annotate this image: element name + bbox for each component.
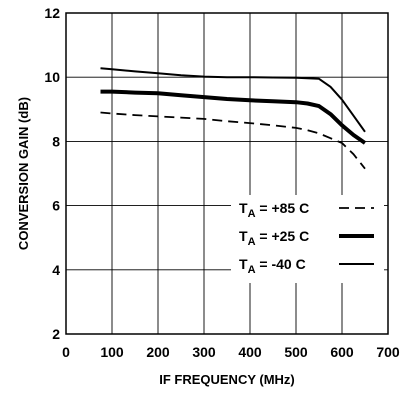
x-tick-label: 300	[192, 344, 216, 360]
legend-entry-label: TA = +85 C	[239, 200, 309, 220]
grid	[66, 13, 388, 334]
series-group	[100, 67, 367, 170]
plot-frame	[65, 12, 389, 335]
series-line-40c	[100, 67, 366, 133]
y-tick-label: 8	[52, 133, 60, 149]
series-line-85c	[100, 111, 366, 170]
legend: TA = +85 C TA = +25 C TA = -40 C	[239, 200, 374, 276]
legend-entry-label: TA = +25 C	[239, 228, 309, 248]
y-axis-label: CONVERSION GAIN (dB)	[16, 97, 31, 250]
series-line-25c	[100, 89, 367, 145]
y-tick-label: 6	[52, 198, 60, 214]
tick-labels: 0 100 200 300 400 500 600 700 2 4 6 8 10 12	[44, 5, 399, 360]
x-tick-label: 400	[238, 344, 262, 360]
legend-entry-label: TA = -40 C	[239, 256, 306, 276]
legend-background	[231, 195, 384, 283]
x-tick-label: 0	[62, 344, 70, 360]
x-tick-label: 500	[284, 344, 308, 360]
x-axis-label: IF FREQUENCY (MHz)	[159, 372, 295, 387]
y-tick-label: 10	[44, 69, 60, 85]
y-tick-label: 12	[44, 5, 60, 21]
x-tick-label: 100	[100, 344, 124, 360]
x-tick-label: 600	[330, 344, 354, 360]
x-tick-label: 200	[146, 344, 170, 360]
y-tick-label: 4	[52, 262, 60, 278]
x-tick-label: 700	[376, 344, 400, 360]
y-tick-label: 2	[52, 326, 60, 342]
